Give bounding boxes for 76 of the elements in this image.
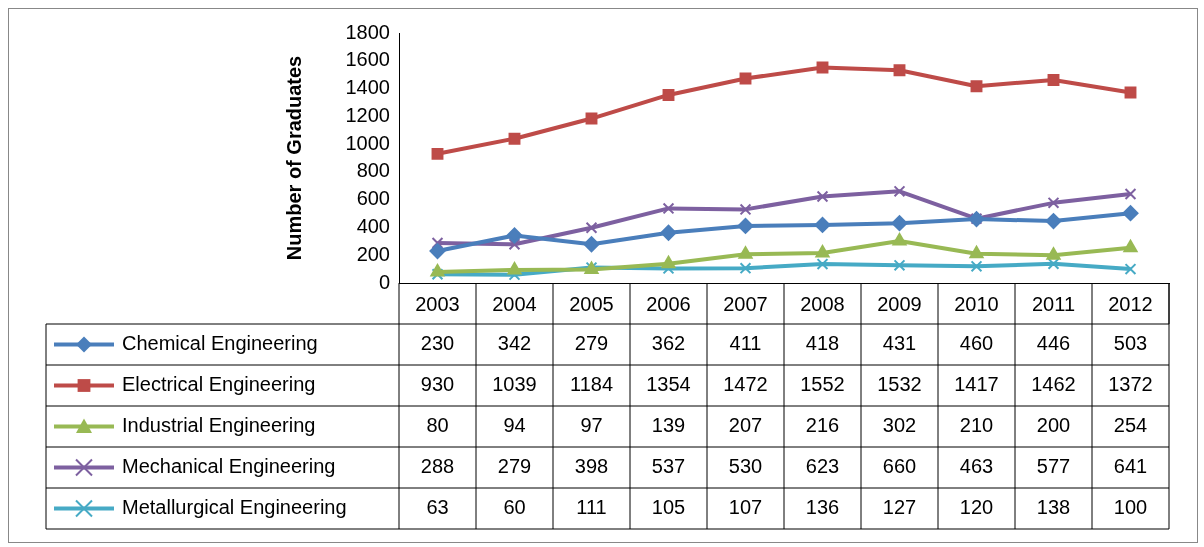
data-label: 641	[1113, 455, 1148, 478]
data-label: 111	[576, 496, 607, 519]
data-label: 138	[1036, 496, 1071, 519]
data-label: 230	[420, 332, 455, 355]
data-label: 1532	[877, 373, 922, 396]
x-tick-label: 2012	[1108, 292, 1153, 315]
y-tick-label: 1600	[345, 48, 390, 71]
data-label: 136	[805, 496, 840, 519]
data-label: 288	[420, 455, 455, 478]
data-label: 279	[574, 332, 609, 355]
x-tick-label: 2003	[415, 292, 460, 315]
data-label: 431	[882, 332, 917, 355]
x-tick-label: 2007	[723, 292, 768, 315]
x-tick-label: 2009	[877, 292, 922, 315]
data-label: 1354	[646, 373, 691, 396]
data-label: 1417	[954, 373, 999, 396]
y-tick-label: 400	[356, 214, 390, 237]
data-label: 446	[1036, 332, 1071, 355]
y-tick-label: 800	[356, 159, 390, 182]
x-tick-label: 2006	[646, 292, 691, 315]
y-tick-label: 1200	[345, 103, 390, 126]
data-label: 200	[1036, 414, 1071, 437]
data-label: 503	[1113, 332, 1148, 355]
y-tick-label: 0	[378, 270, 390, 293]
data-label: 411	[729, 332, 762, 355]
data-label: 463	[959, 455, 994, 478]
data-label: 107	[728, 496, 763, 519]
data-label: 418	[805, 332, 840, 355]
x-tick-label: 2005	[569, 292, 614, 315]
data-label: 1184	[569, 373, 614, 396]
x-tick-label: 2004	[492, 292, 537, 315]
data-label: 362	[651, 332, 686, 355]
data-label: 127	[882, 496, 917, 519]
data-label: 97	[580, 414, 603, 437]
data-label: 207	[728, 414, 763, 437]
y-tick-label: 1400	[345, 76, 390, 99]
legend-label: Electrical Engineering	[122, 373, 316, 396]
data-label: 105	[651, 496, 686, 519]
data-label: 94	[503, 414, 526, 437]
data-label: 398	[574, 455, 609, 478]
data-label: 1472	[723, 373, 768, 396]
x-tick-label: 2010	[954, 292, 999, 315]
legend-label: Mechanical Engineering	[122, 455, 336, 478]
data-label: 210	[959, 414, 994, 437]
data-label: 100	[1113, 496, 1148, 519]
data-label: 120	[959, 496, 994, 519]
data-label: 1462	[1031, 373, 1076, 396]
data-label: 254	[1113, 414, 1148, 437]
data-label: 1039	[492, 373, 537, 396]
data-label: 139	[651, 414, 686, 437]
data-label: 930	[420, 373, 455, 396]
x-tick-label: 2008	[800, 292, 845, 315]
y-tick-label: 1000	[345, 131, 390, 154]
data-label: 577	[1036, 455, 1071, 478]
data-label: 1372	[1108, 373, 1153, 396]
legend-label: Industrial Engineering	[122, 414, 316, 437]
data-label: 80	[426, 414, 449, 437]
data-label: 537	[651, 455, 686, 478]
data-label: 63	[426, 496, 449, 519]
data-label: 342	[497, 332, 532, 355]
x-tick-label: 2011	[1031, 292, 1076, 315]
y-tick-label: 200	[356, 242, 390, 265]
data-label: 216	[805, 414, 840, 437]
legend-label: Chemical Engineering	[122, 332, 318, 355]
data-label: 660	[882, 455, 917, 478]
data-label: 279	[497, 455, 532, 478]
y-axis-title: Number of Graduates	[282, 55, 305, 261]
data-label: 460	[959, 332, 994, 355]
data-label: 623	[805, 455, 840, 478]
legend-label: Metallurgical Engineering	[122, 496, 347, 519]
y-tick-label: 600	[356, 187, 390, 210]
data-label: 1552	[800, 373, 845, 396]
data-label: 530	[728, 455, 763, 478]
data-label: 60	[503, 496, 526, 519]
y-tick-label: 1800	[345, 20, 390, 43]
data-label: 302	[882, 414, 917, 437]
